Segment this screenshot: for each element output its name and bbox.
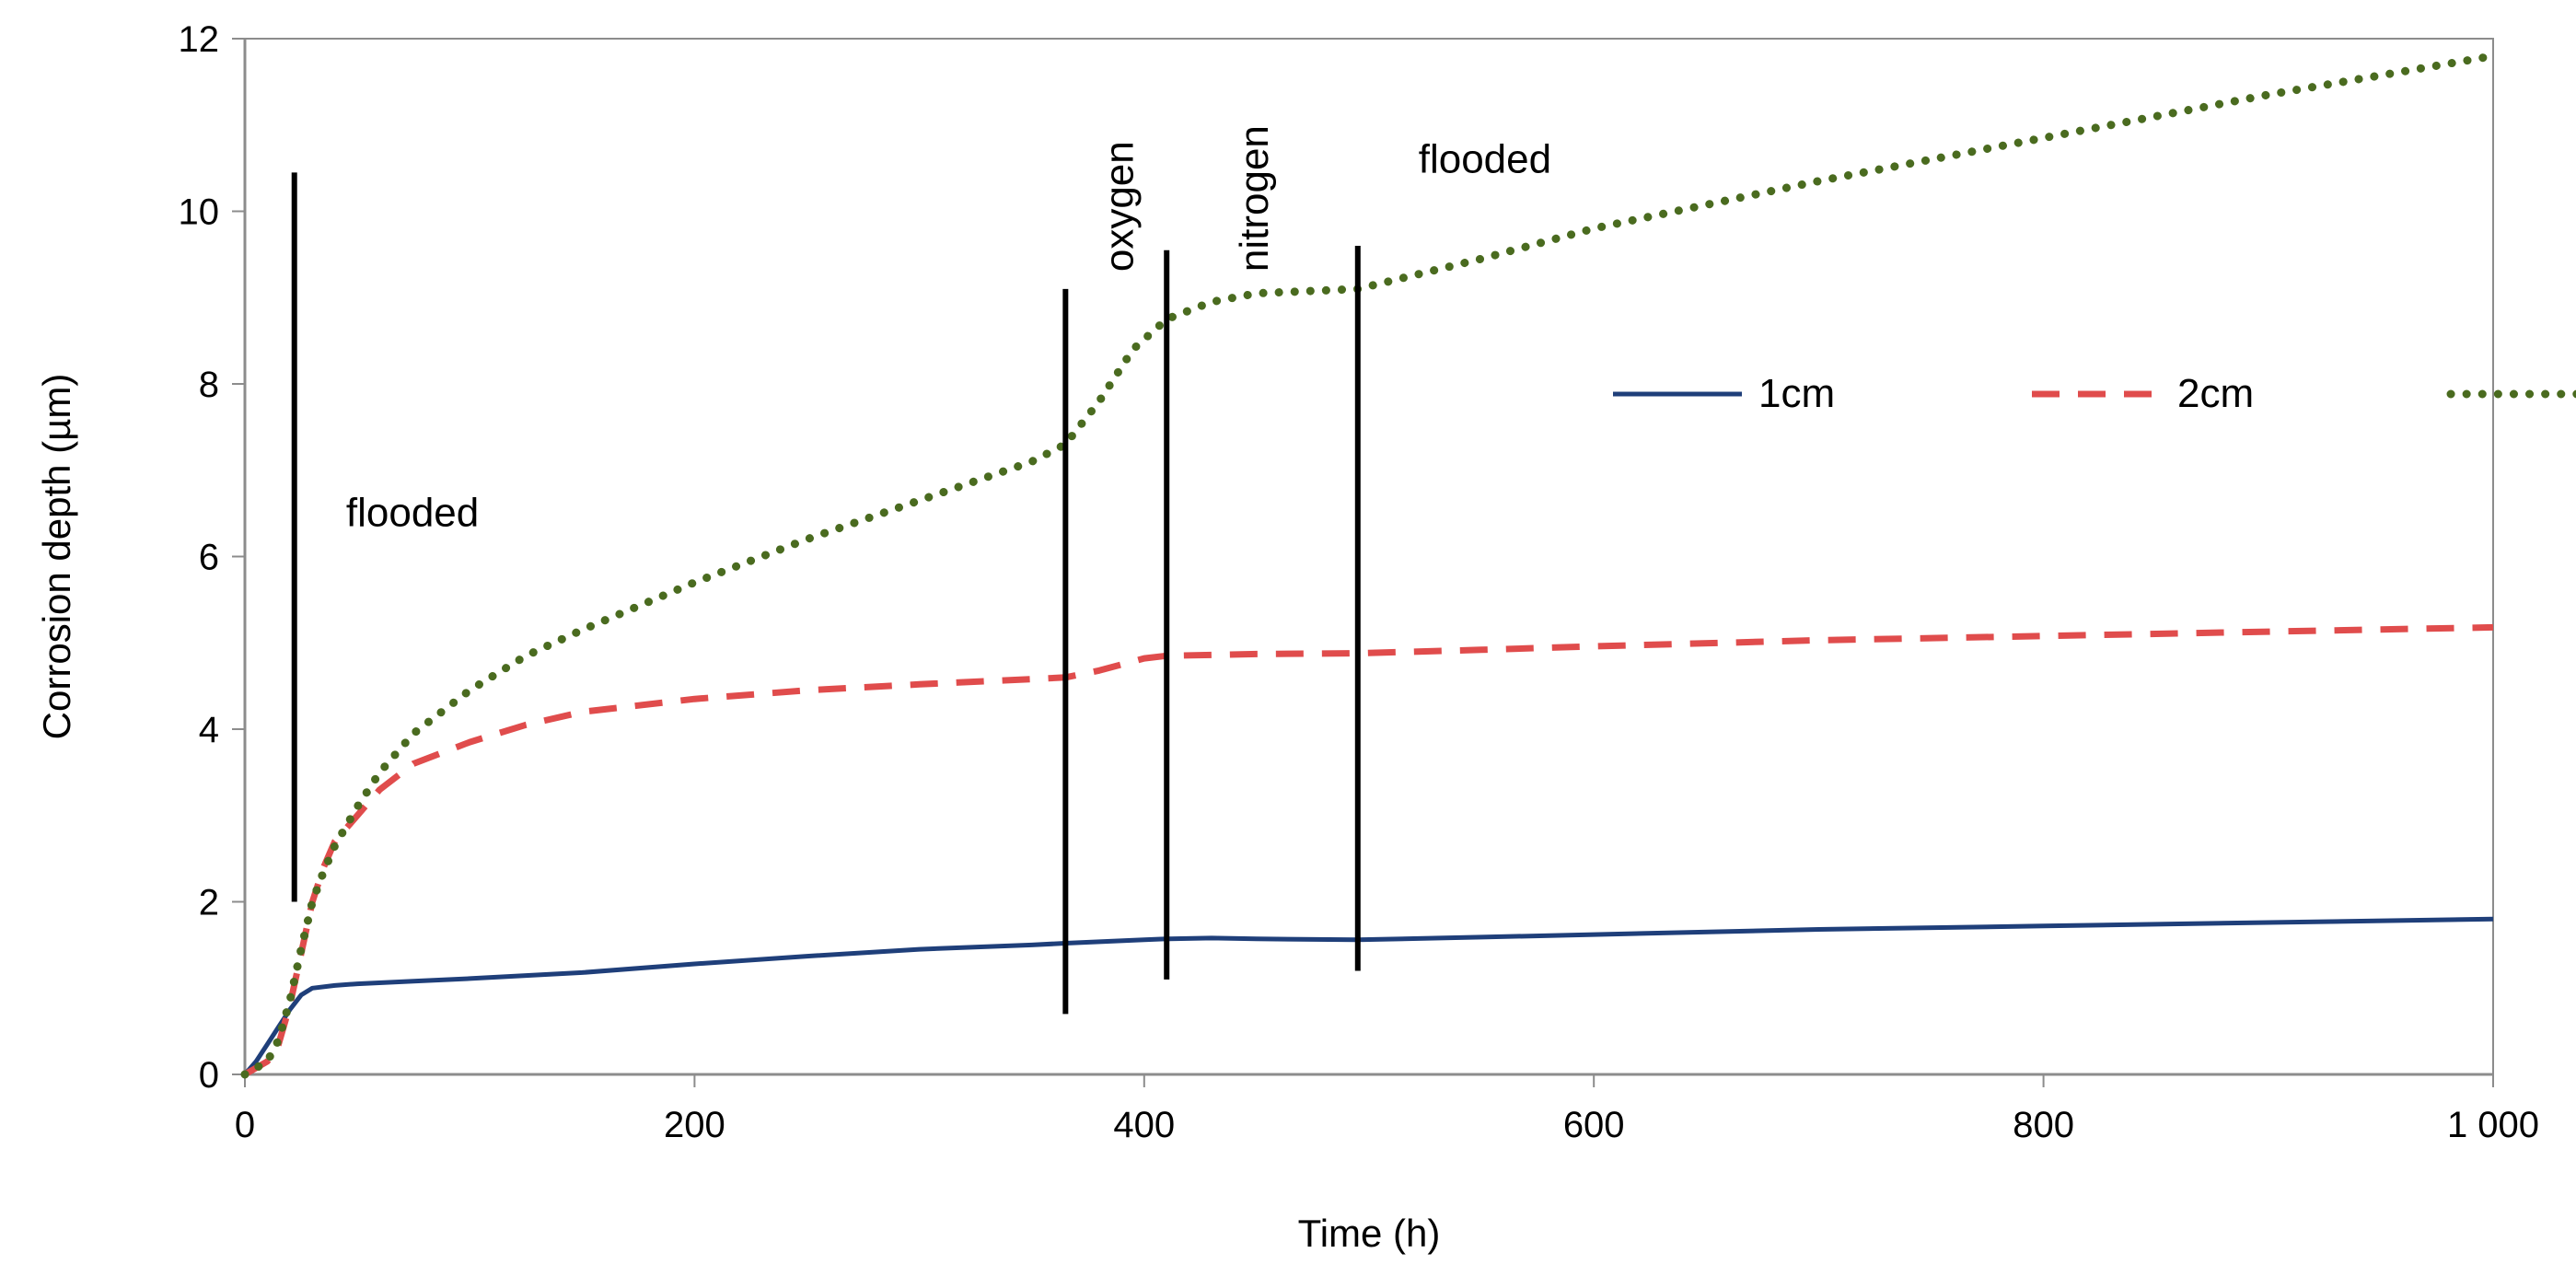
x-tick-label: 200 — [664, 1105, 725, 1145]
x-tick-label: 600 — [1563, 1105, 1625, 1145]
y-tick-label: 4 — [199, 710, 219, 750]
annotations: flooded oxygen nitrogen flooded — [346, 125, 1551, 536]
x-tick-label: 400 — [1113, 1105, 1175, 1145]
x-tick-label: 1 000 — [2447, 1105, 2539, 1145]
series-line-4cm — [240, 52, 2498, 1079]
y-tick-label: 0 — [199, 1055, 219, 1096]
series-layer — [240, 52, 2498, 1079]
annotation-nitrogen: nitrogen — [1232, 125, 1277, 272]
annotation-flooded: flooded — [346, 491, 479, 536]
x-tick-label: 800 — [2013, 1105, 2074, 1145]
x-axis-title: Time (h) — [1298, 1212, 1441, 1255]
x-tick-label: 0 — [235, 1105, 255, 1145]
annotation-oxygen: oxygen — [1097, 141, 1143, 272]
legend-label-1cm: 1cm — [1758, 371, 1835, 416]
y-axis-title: Corrosion depth (µm) — [35, 374, 78, 740]
x-axis-ticks: 0 200 400 600 800 1 000 — [235, 1074, 2539, 1145]
legend: 1cm2cm4cm — [1613, 371, 2576, 416]
event-lines — [291, 172, 1361, 1015]
y-tick-label: 6 — [199, 538, 219, 578]
series-line-2cm — [243, 623, 2494, 1078]
annotation-flooded: flooded — [1419, 136, 1551, 181]
y-tick-label: 10 — [179, 192, 220, 233]
y-tick-label: 12 — [179, 19, 220, 60]
legend-label-2cm: 2cm — [2177, 371, 2254, 416]
y-tick-label: 8 — [199, 365, 219, 405]
y-axis-ticks: 0 2 4 6 8 10 12 — [179, 19, 245, 1096]
series-line-1cm — [243, 916, 2494, 1076]
y-tick-label: 2 — [199, 883, 219, 923]
